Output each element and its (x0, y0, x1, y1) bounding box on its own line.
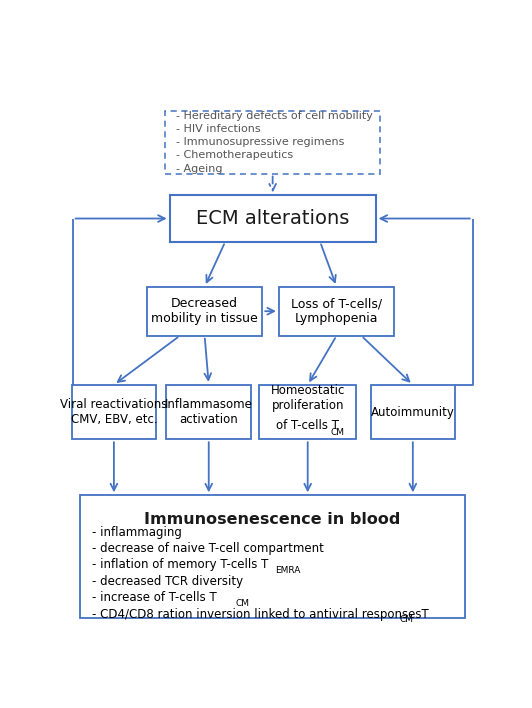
Text: - decrease of naive T-cell compartment: - decrease of naive T-cell compartment (92, 542, 324, 555)
Text: Homeostatic
proliferation: Homeostatic proliferation (270, 384, 345, 413)
Text: Viral reactivations
CMV, EBV, etc.: Viral reactivations CMV, EBV, etc. (60, 398, 168, 426)
Text: - decreased TCR diversity: - decreased TCR diversity (92, 575, 244, 588)
Text: ECM alterations: ECM alterations (196, 209, 350, 228)
Text: Loss of T-cells/
Lymphopenia: Loss of T-cells/ Lymphopenia (291, 297, 382, 325)
Text: Autoimmunity: Autoimmunity (371, 406, 455, 418)
Text: of T-cells T: of T-cells T (276, 419, 339, 432)
Text: Immunosenescence in blood: Immunosenescence in blood (145, 512, 401, 527)
FancyBboxPatch shape (371, 385, 455, 439)
FancyBboxPatch shape (279, 287, 394, 336)
FancyBboxPatch shape (167, 385, 251, 439)
FancyBboxPatch shape (170, 195, 376, 241)
Text: Inflammasome
activation: Inflammasome activation (165, 398, 253, 426)
Text: - CD4/CD8 ration inversion linked to antiviral responsesT: - CD4/CD8 ration inversion linked to ant… (92, 607, 429, 620)
Text: - Hereditary defects of cell mobility
- HIV infections
- Immunosupressive regime: - Hereditary defects of cell mobility - … (176, 110, 372, 173)
Text: CM: CM (330, 428, 344, 437)
Text: - increase of T-cells T: - increase of T-cells T (92, 591, 217, 604)
Text: Decreased
mobility in tissue: Decreased mobility in tissue (151, 297, 258, 325)
Text: CM: CM (400, 615, 414, 624)
FancyBboxPatch shape (165, 111, 380, 173)
FancyBboxPatch shape (259, 385, 356, 439)
Text: CM: CM (236, 599, 250, 607)
Text: - inflammaging: - inflammaging (92, 526, 182, 539)
FancyBboxPatch shape (72, 385, 156, 439)
FancyBboxPatch shape (80, 495, 466, 618)
FancyBboxPatch shape (147, 287, 262, 336)
Text: EMRA: EMRA (276, 566, 301, 575)
Text: - inflation of memory T-cells T: - inflation of memory T-cells T (92, 559, 269, 571)
